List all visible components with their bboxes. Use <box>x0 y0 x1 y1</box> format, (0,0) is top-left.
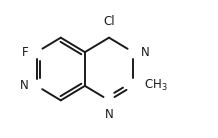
Text: N: N <box>20 79 29 92</box>
Text: F: F <box>22 46 29 59</box>
Text: CH$_3$: CH$_3$ <box>144 78 168 93</box>
Text: N: N <box>141 46 150 59</box>
Text: N: N <box>105 108 113 121</box>
Text: Cl: Cl <box>103 15 115 28</box>
